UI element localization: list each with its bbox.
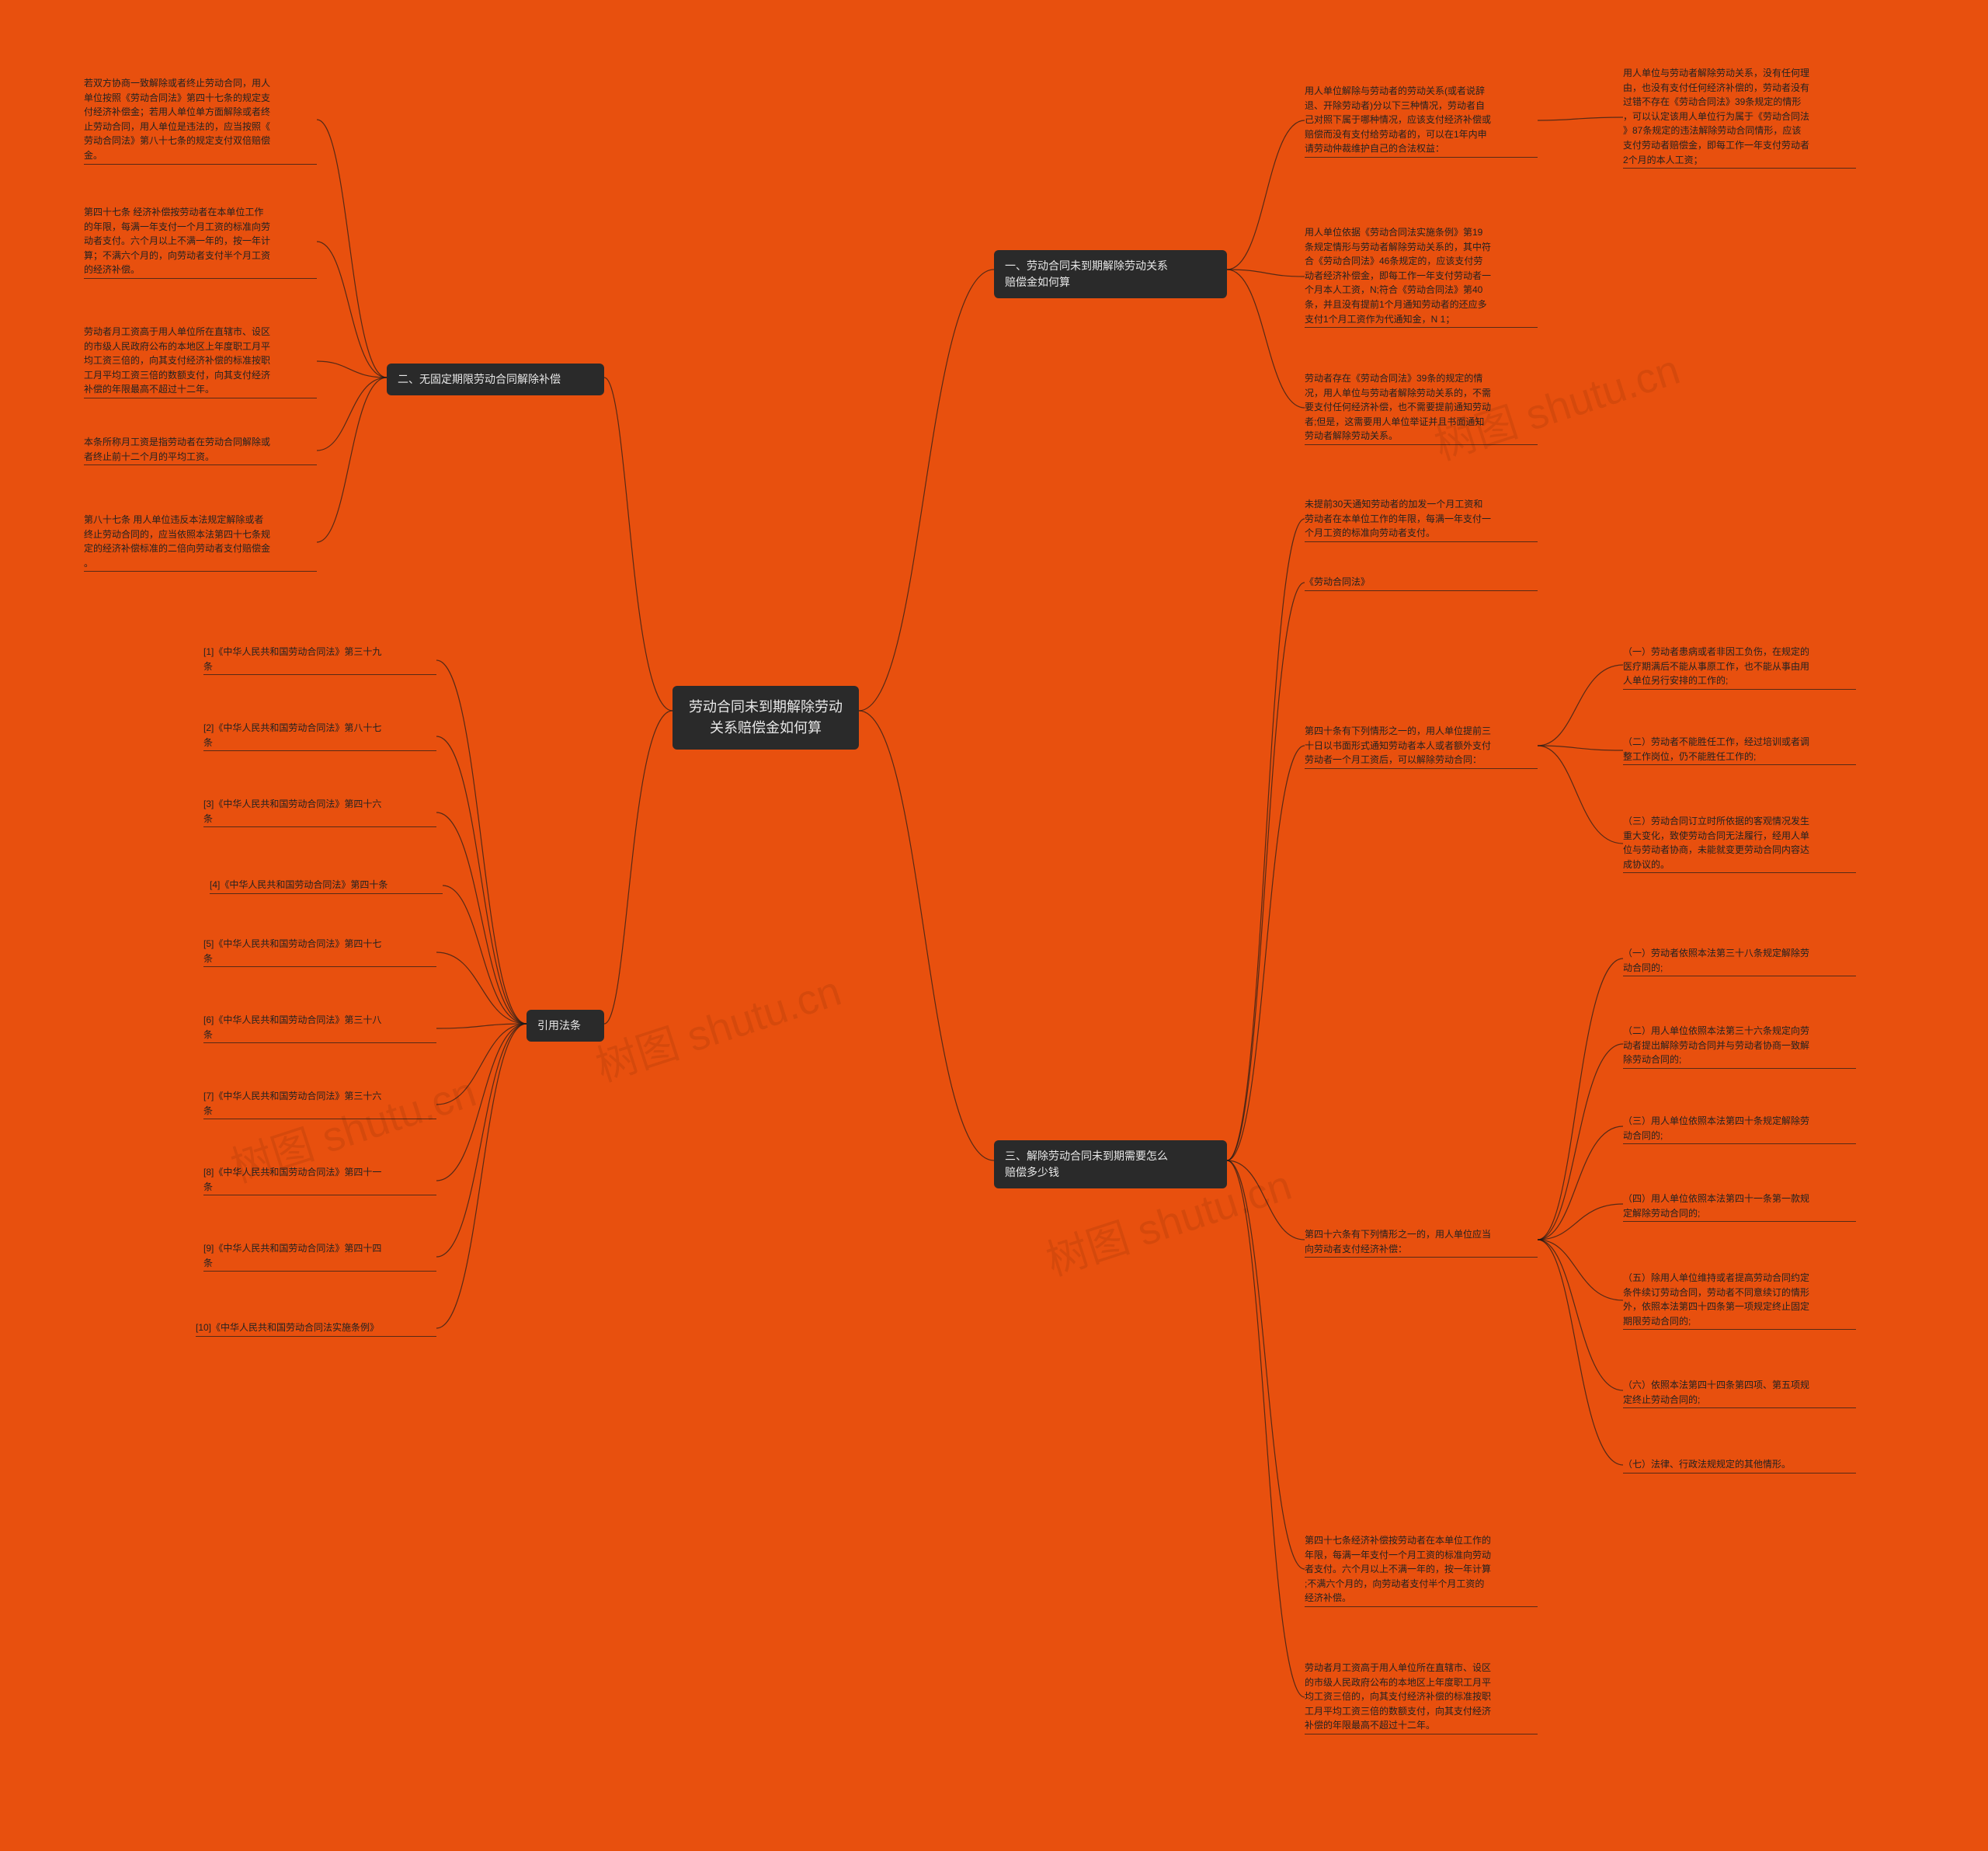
- b3-n1: 未提前30天通知劳动者的加发一个月工资和劳动者在本单位工作的年限，每满一年支付一…: [1305, 497, 1538, 541]
- b1-n1: 用人单位解除与劳动者的劳动关系(或者说辞退、开除劳动者)分以下三种情况，劳动者自…: [1305, 84, 1538, 156]
- b4-i8: [9]《中华人民共和国劳动合同法》第四十四条: [203, 1241, 436, 1270]
- b2-n3: 劳动者月工资高于用人单位所在直辖市、设区的市级人民政府公布的本地区上年度职工月平…: [84, 325, 317, 397]
- b3-n3-s3: （三）劳动合同订立时所依据的客观情况发生重大变化，致使劳动合同无法履行，经用人单…: [1623, 814, 1856, 872]
- b4-i2: [3]《中华人民共和国劳动合同法》第四十六条: [203, 797, 436, 826]
- watermark: 树图 shutu.cn: [587, 956, 848, 1093]
- b2-n2: 第四十七条 经济补偿按劳动者在本单位工作的年限，每满一年支付一个月工资的标准向劳…: [84, 205, 317, 277]
- b3-n4-s1: （一）劳动者依照本法第三十八条规定解除劳动合同的;: [1623, 946, 1856, 975]
- b4-i4: [5]《中华人民共和国劳动合同法》第四十七条: [203, 937, 436, 966]
- b3-n6: 劳动者月工资高于用人单位所在直辖市、设区的市级人民政府公布的本地区上年度职工月平…: [1305, 1661, 1538, 1733]
- branch-4[interactable]: 引用法条: [527, 1010, 604, 1042]
- branch-3[interactable]: 三、解除劳动合同未到期需要怎么赔偿多少钱: [994, 1140, 1227, 1188]
- b4-i6: [7]《中华人民共和国劳动合同法》第三十六条: [203, 1089, 436, 1118]
- b4-i5: [6]《中华人民共和国劳动合同法》第三十八条: [203, 1013, 436, 1042]
- b4-i9: [10]《中华人民共和国劳动合同法实施条例》: [196, 1320, 436, 1335]
- b3-n3-s1: （一）劳动者患病或者非因工负伤，在规定的医疗期满后不能从事原工作，也不能从事由用…: [1623, 645, 1856, 688]
- center-node[interactable]: 劳动合同未到期解除劳动关系赔偿金如何算: [673, 686, 859, 750]
- b2-n5: 第八十七条 用人单位违反本法规定解除或者终止劳动合同的，应当依照本法第四十七条规…: [84, 513, 317, 570]
- b4-i1: [2]《中华人民共和国劳动合同法》第八十七条: [203, 721, 436, 750]
- b3-n3: 第四十条有下列情形之一的，用人单位提前三十日以书面形式通知劳动者本人或者额外支付…: [1305, 724, 1538, 767]
- branch-1[interactable]: 一、劳动合同未到期解除劳动关系赔偿金如何算: [994, 250, 1227, 298]
- b3-n2: 《劳动合同法》: [1305, 575, 1538, 590]
- branch-2[interactable]: 二、无固定期限劳动合同解除补偿: [387, 364, 604, 395]
- b2-n4: 本条所称月工资是指劳动者在劳动合同解除或者终止前十二个月的平均工资。: [84, 435, 317, 464]
- b2-n1: 若双方协商一致解除或者终止劳动合同，用人单位按照《劳动合同法》第四十七条的规定支…: [84, 76, 317, 163]
- b3-n4-s5: （五）除用人单位维持或者提高劳动合同约定条件续订劳动合同，劳动者不同意续订的情形…: [1623, 1271, 1856, 1328]
- b3-n4-s6: （六）依照本法第四十四条第四项、第五项规定终止劳动合同的;: [1623, 1378, 1856, 1407]
- b4-i3: [4]《中华人民共和国劳动合同法》第四十条: [210, 878, 443, 892]
- b3-n5: 第四十七条经济补偿按劳动者在本单位工作的年限，每满一年支付一个月工资的标准向劳动…: [1305, 1533, 1538, 1606]
- b3-n4-s2: （二）用人单位依照本法第三十六条规定向劳动者提出解除劳动合同并与劳动者协商一致解…: [1623, 1024, 1856, 1067]
- b4-i0: [1]《中华人民共和国劳动合同法》第三十九条: [203, 645, 436, 673]
- b1-n1-leaf: 用人单位与劳动者解除劳动关系，没有任何理由，也没有支付任何经济补偿的，劳动者没有…: [1623, 66, 1856, 167]
- b1-n3: 劳动者存在《劳动合同法》39条的规定的情况，用人单位与劳动者解除劳动关系的，不需…: [1305, 371, 1538, 444]
- b3-n4: 第四十六条有下列情形之一的，用人单位应当向劳动者支付经济补偿：: [1305, 1227, 1538, 1256]
- b3-n3-s2: （二）劳动者不能胜任工作，经过培训或者调整工作岗位，仍不能胜任工作的;: [1623, 735, 1856, 764]
- b1-n2: 用人单位依据《劳动合同法实施条例》第19条规定情形与劳动者解除劳动关系的，其中符…: [1305, 225, 1538, 326]
- b3-n4-s4: （四）用人单位依照本法第四十一条第一款规定解除劳动合同的;: [1623, 1192, 1856, 1220]
- b4-i7: [8]《中华人民共和国劳动合同法》第四十一条: [203, 1165, 436, 1194]
- b3-n4-s3: （三）用人单位依照本法第四十条规定解除劳动合同的;: [1623, 1114, 1856, 1143]
- b3-n4-s7: （七）法律、行政法规规定的其他情形。: [1623, 1457, 1856, 1472]
